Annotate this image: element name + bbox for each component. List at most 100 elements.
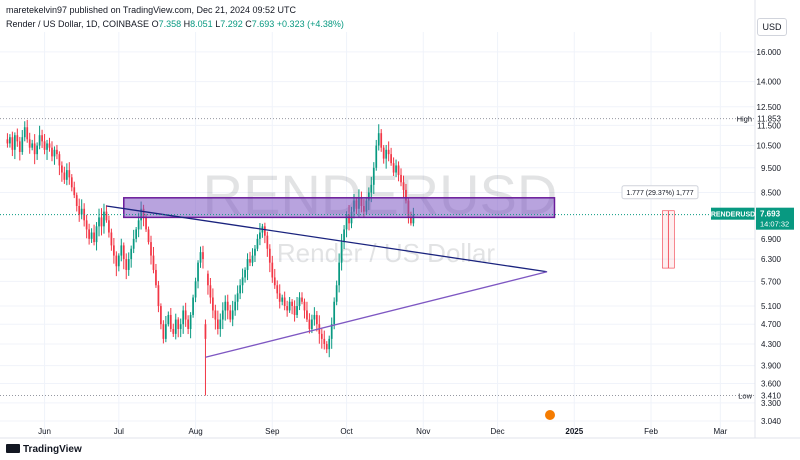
- candle-body: [204, 324, 207, 339]
- candle-body: [33, 143, 36, 155]
- candle-body: [328, 338, 331, 350]
- price-tick-label: 6.300: [761, 255, 782, 264]
- candle-body: [192, 297, 194, 315]
- candle-body: [93, 232, 95, 243]
- candle-body: [18, 141, 21, 152]
- candle-body: [51, 147, 53, 157]
- candle-body: [256, 238, 259, 249]
- change-value: +0.323 (+4.38%): [276, 19, 344, 29]
- time-tick-label: Oct: [340, 427, 353, 436]
- high-label: High: [737, 115, 752, 124]
- tradingview-logo[interactable]: TradingView: [6, 443, 82, 455]
- time-tick-label: Nov: [416, 427, 430, 436]
- candle-body: [259, 232, 261, 239]
- candle-body: [95, 226, 98, 243]
- candle-body: [370, 184, 373, 193]
- candle-body: [68, 170, 71, 178]
- watermark-name: Render / US Dollar: [277, 238, 496, 268]
- candle-body: [155, 269, 157, 286]
- candle-body: [271, 262, 274, 278]
- open-label: O: [151, 19, 159, 29]
- candle-body: [53, 149, 56, 157]
- price-axis: 16.000 14.000 12.500 11.500 10.500 9.500 8.500…: [754, 0, 782, 438]
- trendline-lower[interactable]: [205, 271, 548, 358]
- candle-body: [340, 242, 343, 263]
- time-tick-label: Aug: [188, 427, 202, 436]
- symbol-line[interactable]: Render / US Dollar, 1D, COINBASE: [6, 19, 150, 29]
- open-value: 7.358: [158, 19, 182, 29]
- candle-body: [395, 165, 397, 173]
- candle-body: [276, 285, 279, 294]
- candle-body: [103, 211, 105, 227]
- candle-body: [231, 310, 234, 320]
- price-badge-value: 7.693: [760, 210, 781, 219]
- candle-body: [56, 149, 58, 155]
- candle-body: [412, 214, 415, 224]
- candle-body: [343, 229, 345, 243]
- candle-body: [333, 301, 336, 325]
- candle-body: [281, 297, 284, 302]
- candle-body: [266, 235, 269, 249]
- price-tick-label: 5.100: [761, 302, 782, 311]
- high-value: 8.051: [190, 19, 213, 29]
- candle-body: [298, 297, 301, 307]
- candle-body: [164, 324, 167, 339]
- time-tick-label: Mar: [713, 427, 727, 436]
- candle-body: [122, 245, 125, 260]
- time-tick-label: 2025: [565, 427, 583, 436]
- candle-body: [135, 229, 138, 239]
- candle-body: [268, 248, 271, 263]
- candle-body: [157, 285, 160, 307]
- time-axis: Jun Jul Aug Sep Oct Nov Dec 2025 Feb Mar: [0, 427, 800, 439]
- candle-body: [367, 192, 370, 201]
- time-tick-label: Feb: [644, 427, 658, 436]
- candle-body: [75, 195, 78, 206]
- candle-body: [236, 293, 239, 302]
- candle-body: [241, 277, 244, 286]
- candle-body: [11, 137, 14, 150]
- price-tick-label: 10.500: [757, 142, 782, 151]
- candle-body: [387, 149, 390, 155]
- candle-body: [197, 262, 199, 282]
- candle-body: [85, 220, 88, 230]
- candle-body: [221, 310, 224, 320]
- candle-body: [397, 165, 400, 175]
- candle-body: [315, 314, 318, 325]
- candle-body: [110, 232, 113, 246]
- candle-body: [147, 229, 150, 243]
- candle-body: [301, 297, 303, 302]
- candle-body: [194, 281, 197, 298]
- candle-body: [338, 262, 340, 286]
- publisher-line: maretekelvin97 published on TradingView.…: [6, 5, 297, 15]
- candle-body: [402, 182, 405, 190]
- candle-body: [251, 255, 254, 263]
- candle-body: [246, 259, 249, 270]
- candle-body: [214, 310, 217, 320]
- price-tick-label: 4.300: [761, 340, 782, 349]
- candle-body: [41, 135, 43, 142]
- candle-body: [117, 255, 120, 267]
- event-icon[interactable]: [545, 410, 555, 420]
- candle-body: [172, 328, 175, 334]
- annotations: High 11.853 Low 3.410 RENDERUSD 7.69314:07:32…: [0, 115, 794, 420]
- candle-body: [303, 301, 306, 311]
- candle-body: [48, 143, 51, 148]
- candle-body: [70, 177, 73, 188]
- resistance-zone[interactable]: [123, 197, 556, 219]
- time-tick-label: Jun: [38, 427, 51, 436]
- candle-body: [288, 301, 291, 311]
- candle-body: [113, 245, 115, 256]
- trendline-upper[interactable]: [106, 205, 548, 273]
- candle-body: [392, 163, 395, 173]
- candle-body: [58, 154, 61, 166]
- currency-button[interactable]: USD: [757, 18, 787, 36]
- candle-body: [73, 187, 76, 196]
- candle-body: [375, 145, 378, 168]
- candle-body: [212, 297, 214, 311]
- candle-body: [330, 324, 333, 339]
- candle-body: [132, 238, 135, 249]
- candle-body: [306, 310, 308, 320]
- candle-body: [90, 232, 93, 239]
- price-tick-label: 16.000: [757, 48, 782, 57]
